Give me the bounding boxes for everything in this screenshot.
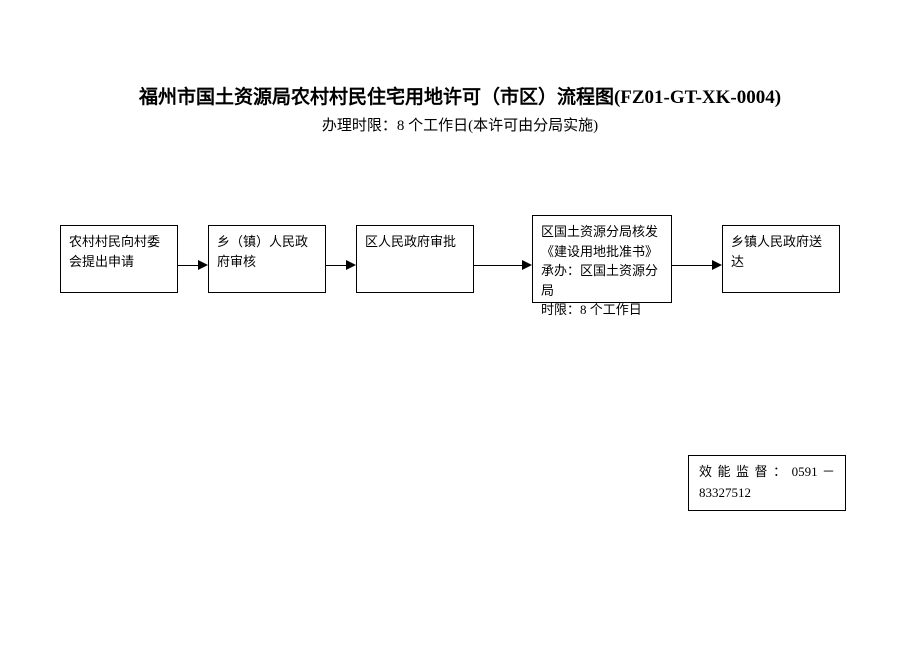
flow-node-1: 农村村民向村委会提出申请 [60, 225, 178, 293]
supervision-line1: 效 能 监 督 ： 0591 － [699, 462, 835, 483]
flow-node-4: 区国土资源分局核发《建设用地批准书》承办：区国土资源分局时限：8 个工作日 [532, 215, 672, 303]
page-subtitle: 办理时限：8 个工作日(本许可由分局实施) [0, 114, 920, 135]
supervision-line2: 83327512 [699, 483, 835, 504]
flow-node-3: 区人民政府审批 [356, 225, 474, 293]
supervision-box: 效 能 监 督 ： 0591 － 83327512 [688, 455, 846, 511]
flow-node-2: 乡（镇）人民政府审核 [208, 225, 326, 293]
page-title: 福州市国土资源局农村村民住宅用地许可（市区）流程图(FZ01-GT-XK-000… [0, 82, 920, 109]
flow-node-5: 乡镇人民政府送达 [722, 225, 840, 293]
